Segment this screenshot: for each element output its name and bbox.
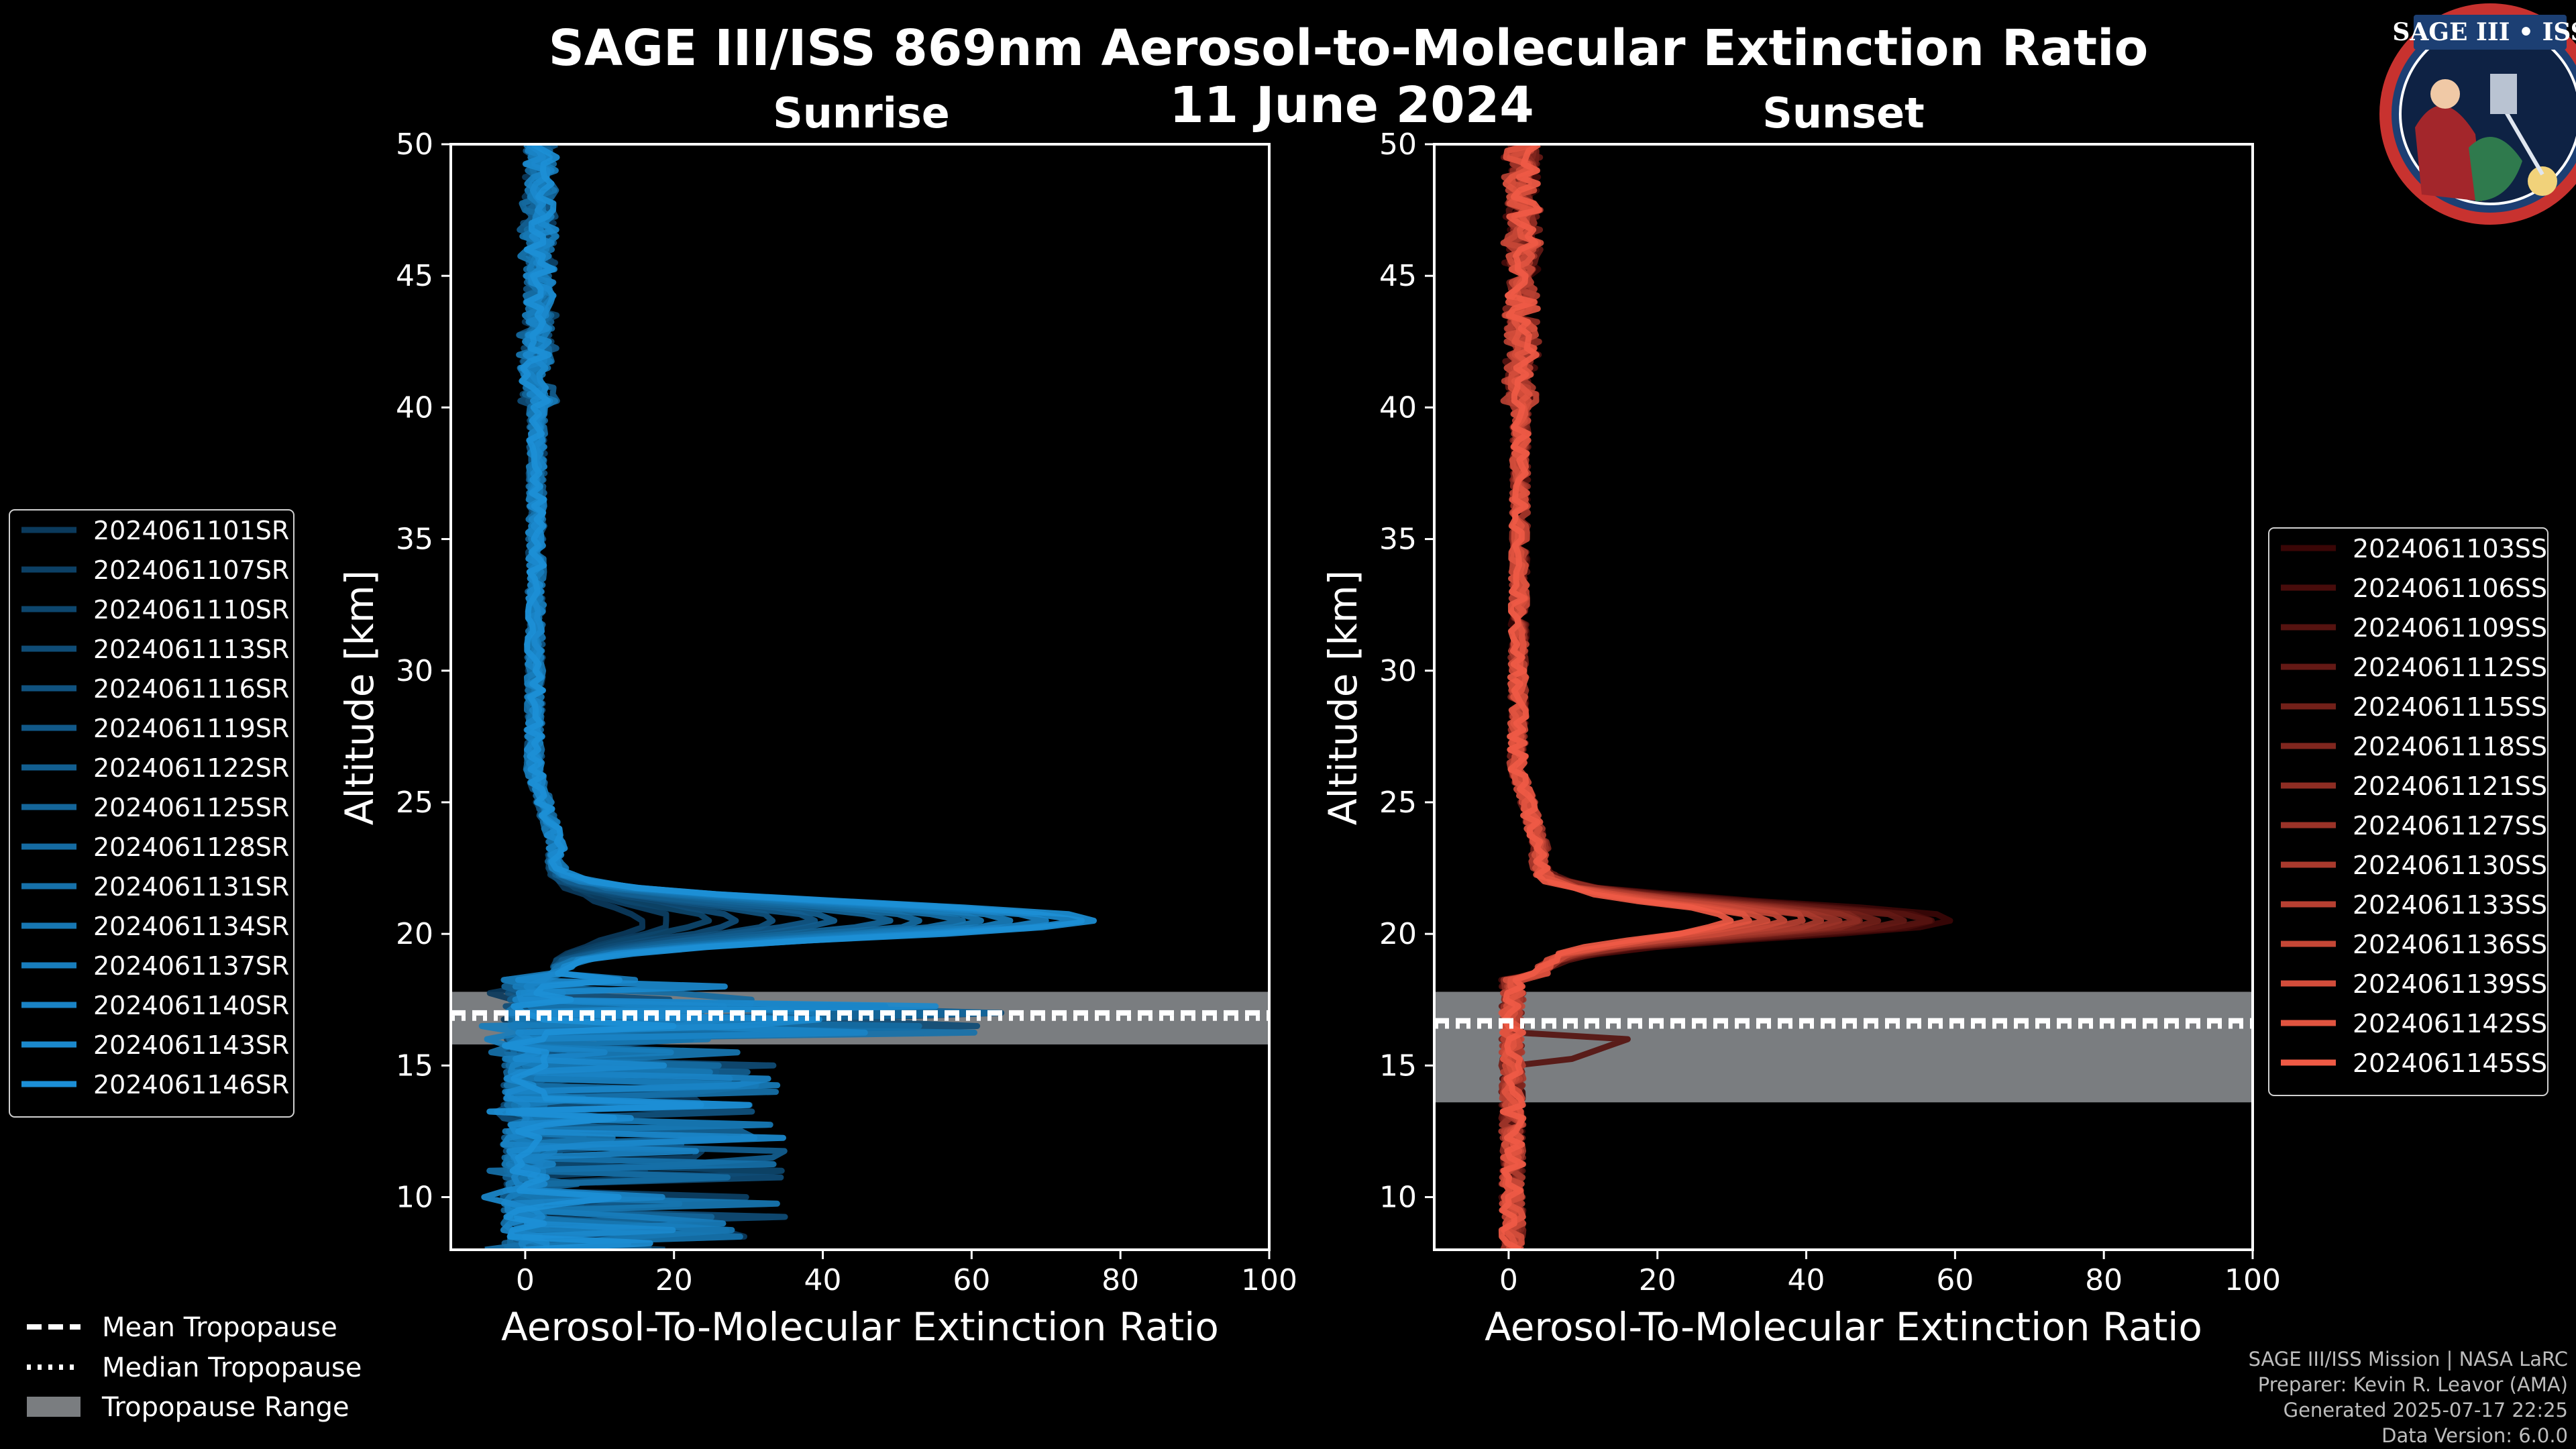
series-line-2024061146SR (486, 144, 1097, 1250)
legend-entry: 2024061133SS (2353, 890, 2547, 920)
x-tick-label: 20 (1639, 1263, 1676, 1297)
legend-entry: 2024061128SR (93, 833, 289, 862)
legend-entry: 2024061119SR (93, 714, 289, 743)
y-tick-label: 15 (1379, 1049, 1417, 1083)
legend-entry: 2024061103SS (2353, 534, 2547, 564)
legend-entry: 2024061142SS (2353, 1009, 2547, 1038)
legend-entry: 2024061109SS (2353, 613, 2547, 643)
legend-entry: 2024061107SR (93, 555, 289, 585)
x-axis-label: Aerosol-To-Molecular Extinction Ratio (501, 1304, 1219, 1350)
logo-text: SAGE III • ISS (2392, 18, 2576, 46)
legend-entry: 2024061116SR (93, 674, 289, 704)
y-tick-label: 30 (1379, 654, 1417, 688)
tropopause-range-band (1434, 991, 2253, 1103)
series-group (478, 144, 1097, 1250)
legend-entry: 2024061140SR (93, 991, 289, 1020)
legend-entry: 2024061139SS (2353, 969, 2547, 999)
x-tick-label: 20 (655, 1263, 693, 1297)
legend-entry: 2024061110SR (93, 595, 289, 625)
credits: SAGE III/ISS Mission | NASA LaRC Prepare… (2249, 1348, 2568, 1447)
credit-generated: Generated 2025-07-17 22:25 (2284, 1399, 2568, 1421)
y-tick-label: 30 (396, 654, 433, 688)
series-group (1498, 144, 1953, 1250)
legend-entry: 2024061101SR (93, 516, 289, 545)
credit-preparer: Preparer: Kevin R. Leavor (AMA) (2258, 1373, 2568, 1396)
figure-title: SAGE III/ISS 869nm Aerosol-to-Molecular … (549, 19, 2149, 77)
legend-entry: 2024061112SS (2353, 653, 2547, 682)
legend-entry: 2024061136SS (2353, 930, 2547, 959)
credit-data-version: Data Version: 6.0.0 (2381, 1424, 2568, 1447)
y-tick-label: 40 (1379, 390, 1417, 425)
y-tick-label: 35 (396, 523, 433, 557)
legend-entry: 2024061130SS (2353, 851, 2547, 880)
figure-date: 11 June 2024 (1169, 76, 1534, 134)
legend-entry: 2024061113SR (93, 635, 289, 664)
y-tick-label: 20 (396, 917, 433, 951)
x-axis-label: Aerosol-To-Molecular Extinction Ratio (1485, 1304, 2202, 1350)
legend-entry: 2024061134SR (93, 912, 289, 941)
tropopause-range-swatch (27, 1397, 80, 1417)
legend-entry: 2024061146SR (93, 1070, 289, 1099)
legend-entry: 2024061118SS (2353, 732, 2547, 761)
y-tick-label: 45 (396, 259, 433, 293)
x-tick-label: 100 (1241, 1263, 1297, 1297)
legend-entry: 2024061115SS (2353, 692, 2547, 722)
y-tick-label: 50 (1379, 127, 1417, 162)
y-tick-label: 20 (1379, 917, 1417, 951)
x-tick-label: 80 (2085, 1263, 2123, 1297)
x-tick-label: 0 (516, 1263, 535, 1297)
y-tick-label: 25 (396, 786, 433, 820)
series-line-2024061145SS (1498, 144, 1734, 1250)
x-tick-label: 80 (1102, 1263, 1139, 1297)
y-tick-label: 45 (1379, 259, 1417, 293)
x-tick-label: 100 (2224, 1263, 2281, 1297)
y-axis-label: Altitude [km] (1320, 570, 1366, 825)
sunset-panel: Sunset 0 20 40 60 80 100 10 15 20 25 30 35 40 45 50 Aero… (1320, 89, 2281, 1350)
y-tick-label: 10 (1379, 1181, 1417, 1215)
x-tick-label: 40 (804, 1263, 842, 1297)
legend-entry: 2024061143SR (93, 1030, 289, 1060)
legend-frame (9, 509, 294, 1118)
legend-entry: 2024061127SS (2353, 811, 2547, 841)
y-tick-label: 25 (1379, 786, 1417, 820)
legend-entry: 2024061106SS (2353, 574, 2547, 603)
x-tick-label: 60 (953, 1263, 990, 1297)
legend-entry: 2024061122SR (93, 753, 289, 783)
y-tick-label: 15 (396, 1049, 433, 1083)
legend-frame (2268, 527, 2548, 1096)
x-tick-label: 60 (1936, 1263, 1974, 1297)
legend-entry: 2024061137SR (93, 951, 289, 981)
axes-frame (449, 143, 1271, 1251)
x-tick-label: 40 (1788, 1263, 1825, 1297)
legend-entry: 2024061125SR (93, 793, 289, 822)
sunrise-panel: Sunrise 0 20 40 60 80 100 10 15 20 25 30 35 40 45 50 Aer… (337, 89, 1297, 1350)
median-tropopause-label: Median Tropopause (102, 1352, 362, 1383)
panel-title: Sunrise (773, 89, 950, 138)
sage-iii-iss-logo: SAGE III • ISS (2379, 3, 2576, 225)
tropopause-range-label: Tropopause Range (101, 1392, 350, 1423)
axes-frame (1433, 143, 2254, 1251)
legend-entry: 2024061131SR (93, 872, 289, 902)
y-tick-label: 50 (396, 127, 433, 162)
legend-entry: 2024061121SS (2353, 771, 2547, 801)
y-tick-label: 40 (396, 390, 433, 425)
mean-tropopause-label: Mean Tropopause (102, 1312, 337, 1343)
y-axis-label: Altitude [km] (337, 570, 382, 825)
sunset-legend: 2024061103SS 2024061106SS 2024061109SS 2024… (2268, 527, 2548, 1096)
y-tick-label: 35 (1379, 523, 1417, 557)
legend-entry: 2024061145SS (2353, 1049, 2547, 1078)
credit-mission: SAGE III/ISS Mission | NASA LaRC (2249, 1348, 2568, 1371)
sunrise-legend: 2024061101SR 2024061107SR 2024061110SR 2024… (9, 509, 294, 1118)
tropopause-legend: Mean Tropopause Median Tropopause Tropop… (27, 1312, 362, 1423)
y-tick-label: 10 (396, 1181, 433, 1215)
panel-title: Sunset (1762, 89, 1925, 138)
x-tick-label: 0 (1499, 1263, 1518, 1297)
